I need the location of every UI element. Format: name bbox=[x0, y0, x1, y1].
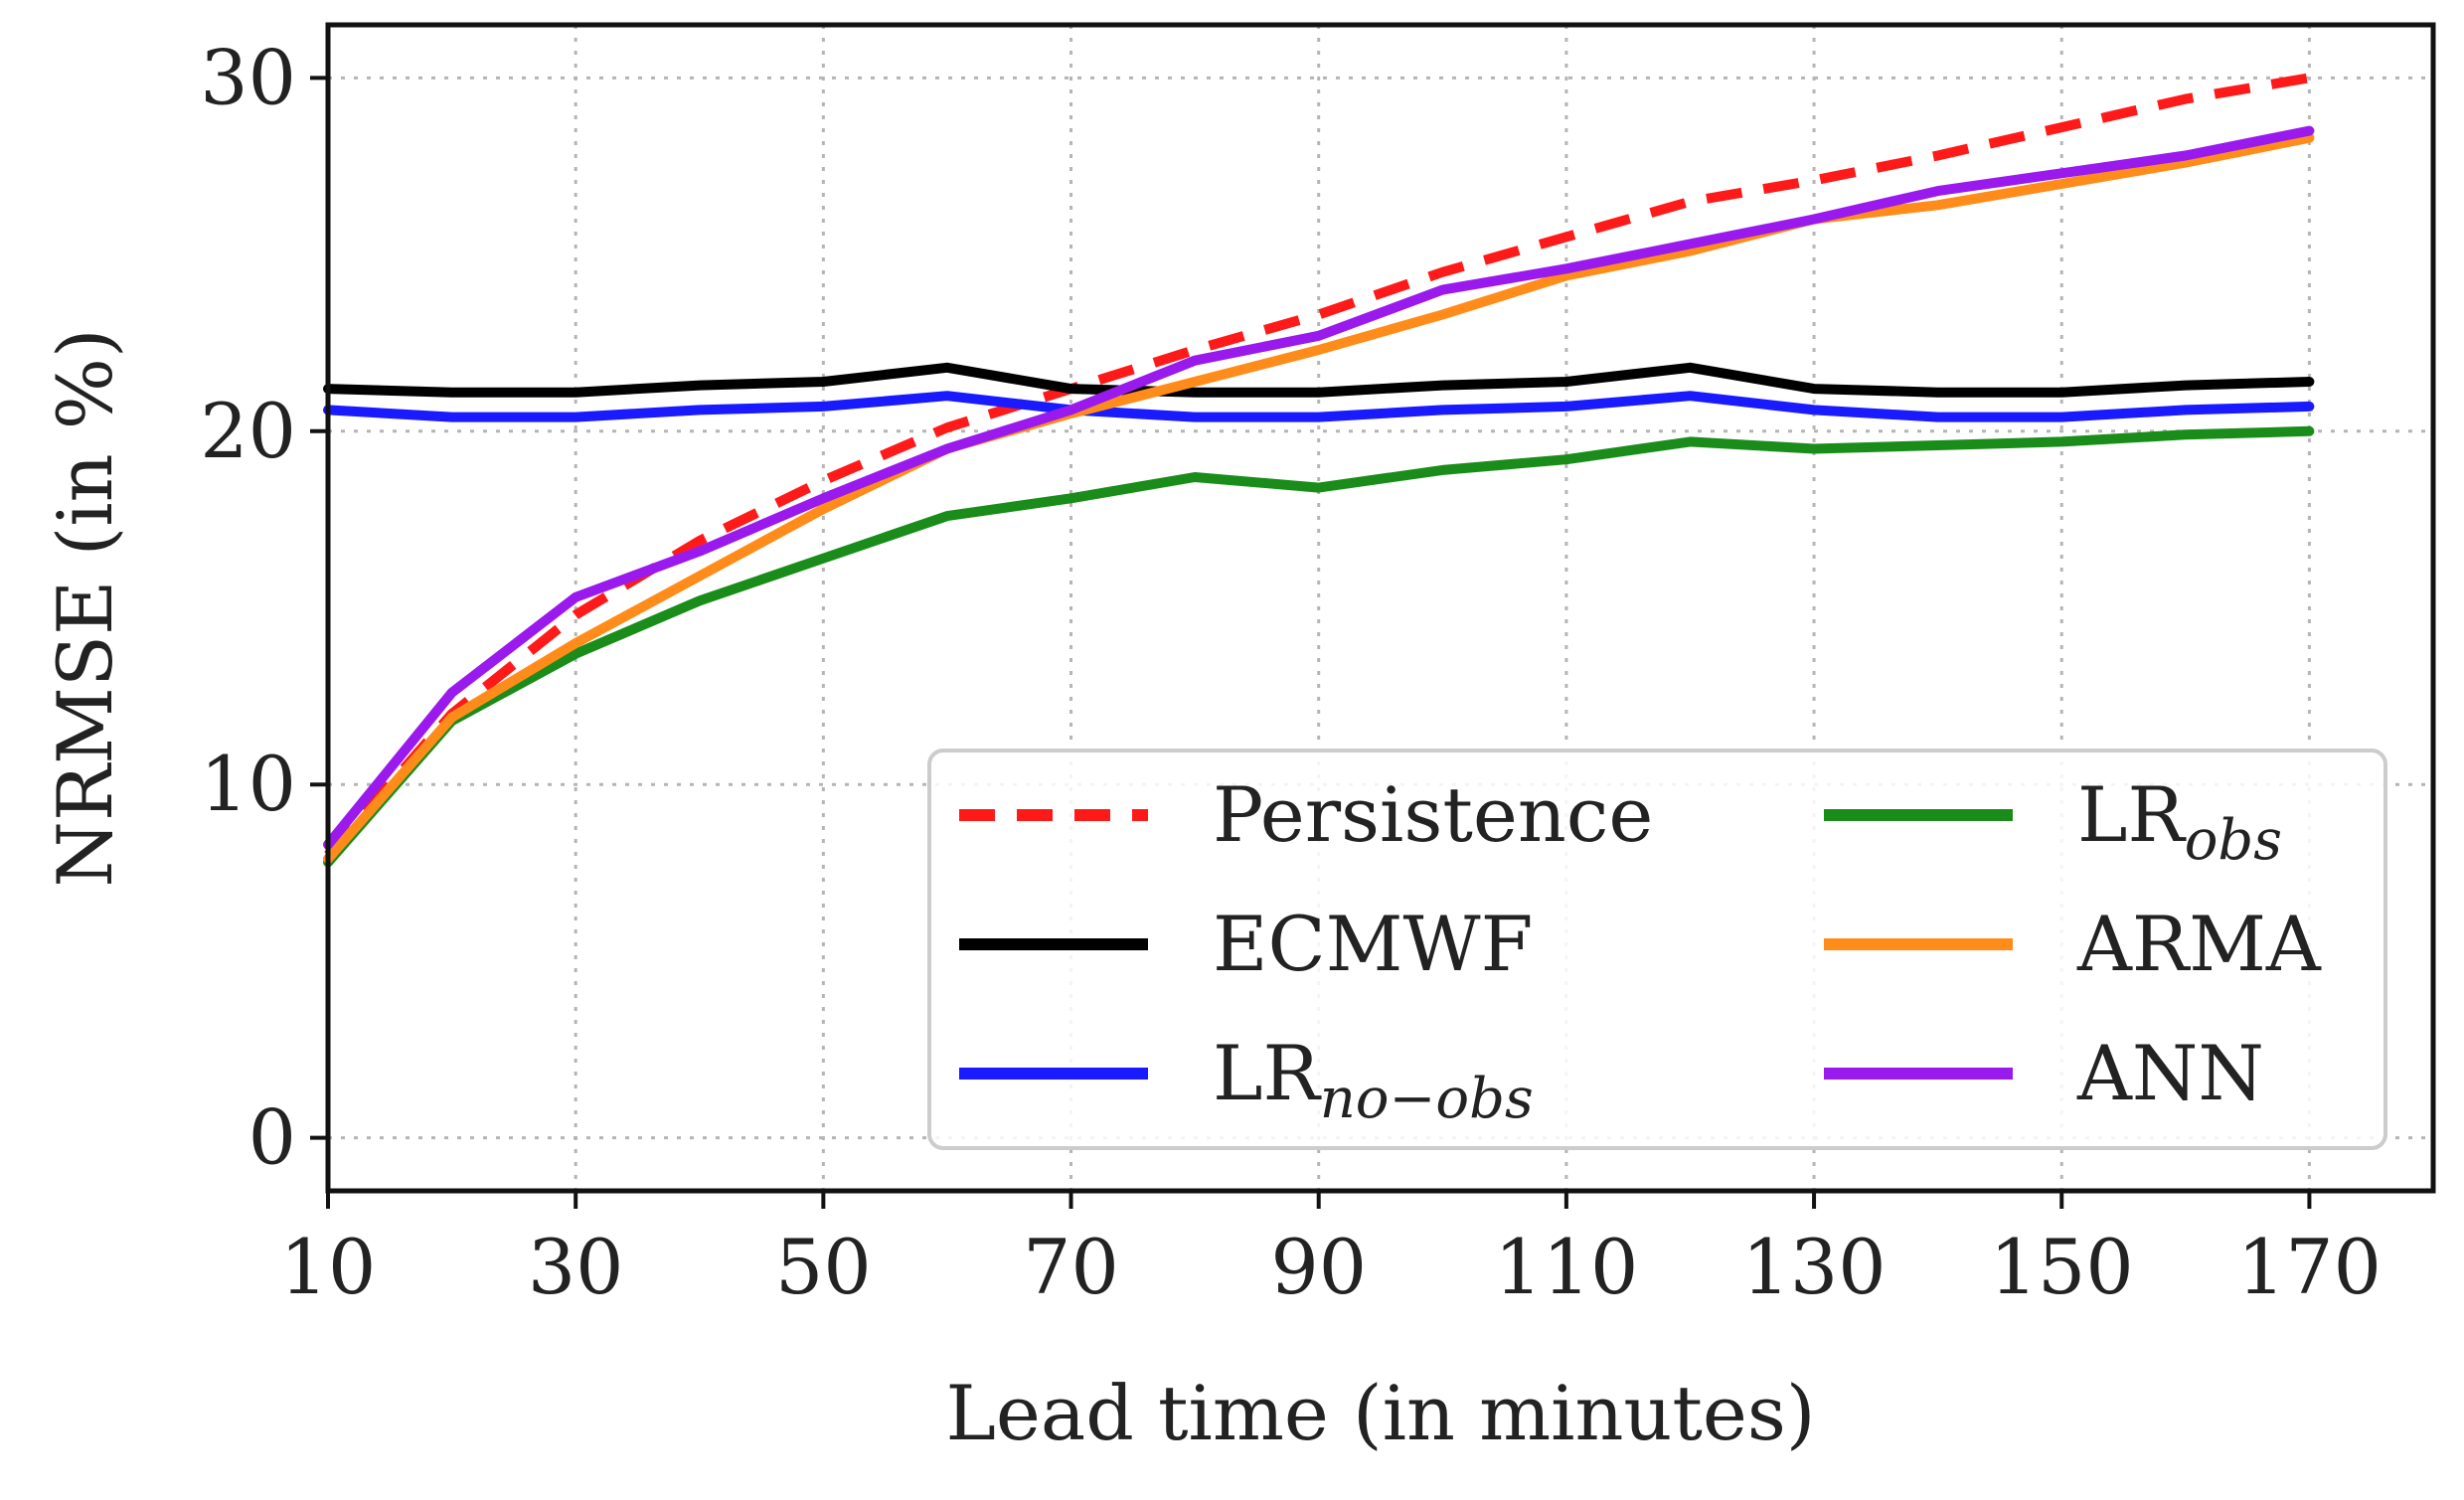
x-tick-label: 150 bbox=[1990, 1223, 2134, 1311]
legend-label: LRobs bbox=[2077, 770, 2282, 873]
series-lines bbox=[323, 73, 2315, 868]
grid bbox=[326, 25, 2433, 1191]
series-line-ann bbox=[323, 125, 2315, 850]
series-line-arma bbox=[323, 132, 2315, 864]
series-line-lr-no-obs bbox=[323, 391, 2315, 422]
y-axis-label: NRMSE (in %) bbox=[41, 328, 129, 887]
series-line-ecmwf bbox=[323, 362, 2315, 398]
x-tick-label: 170 bbox=[2237, 1223, 2382, 1311]
legend-box bbox=[927, 749, 2387, 1150]
axis-ticks: 10 30 50 70 90 110 130 150 170 0 10 20 30 bbox=[200, 33, 2382, 1311]
x-tick-label: 70 bbox=[1023, 1223, 1119, 1311]
x-tick-label: 30 bbox=[528, 1223, 624, 1311]
legend-label: ARMA bbox=[2076, 900, 2322, 988]
series-line-lr-obs bbox=[323, 425, 2315, 868]
y-tick-label: 20 bbox=[200, 387, 296, 475]
x-tick-label: 110 bbox=[1494, 1223, 1638, 1311]
legend-label: ANN bbox=[2076, 1029, 2264, 1117]
plot-frame bbox=[325, 22, 2436, 1194]
y-tick-label: 30 bbox=[200, 33, 296, 121]
x-axis-label: Lead time (in minutes) bbox=[945, 1369, 1815, 1457]
x-tick-label: 10 bbox=[280, 1223, 377, 1311]
x-tick-label: 50 bbox=[775, 1223, 872, 1311]
legend-label: LRno−obs bbox=[1213, 1029, 1534, 1131]
legend-label: Persistence bbox=[1213, 770, 1653, 859]
legend: Persistence ECMWF LRno−obs LRobs ARMA ANN bbox=[927, 749, 2387, 1150]
y-tick-label: 0 bbox=[248, 1093, 296, 1182]
x-tick-label: 130 bbox=[1742, 1223, 1887, 1311]
y-tick-label: 10 bbox=[200, 740, 296, 828]
legend-label: ECMWF bbox=[1213, 900, 1533, 988]
x-tick-label: 90 bbox=[1270, 1223, 1367, 1311]
